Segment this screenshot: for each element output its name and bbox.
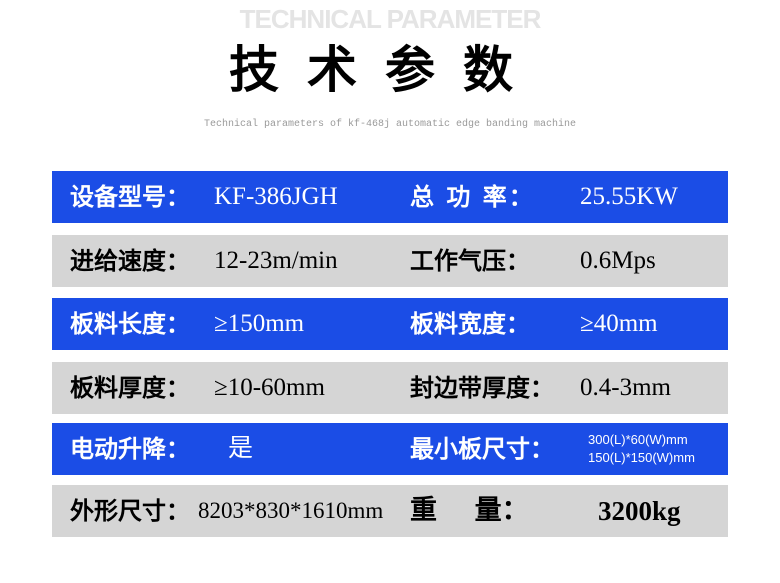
spec-value: 12-23m/min xyxy=(214,247,338,274)
spec-value: ≥10-60mm xyxy=(214,374,325,401)
spec-label: 最小板尺寸： xyxy=(410,435,554,463)
spec-row: 进给速度： 12-23m/min 工作气压： 0.6Mps xyxy=(52,235,728,287)
spec-value: ≥150mm xyxy=(214,310,305,337)
spec-row: 板料厚度： ≥10-60mm 封边带厚度： 0.4-3mm xyxy=(52,362,728,414)
spec-value: 3200kg xyxy=(598,496,681,526)
spec-value: 25.55KW xyxy=(580,183,678,210)
spec-row: 设备型号： KF-386JGH 总 功 率： 25.55KW xyxy=(52,171,728,223)
spec-value: ≥40mm xyxy=(580,310,658,337)
spec-value-multiline: 300(L)*60(W)mm 150(L)*150(W)mm xyxy=(588,431,695,483)
background-watermark-title: TECHNICAL PARAMETER xyxy=(239,4,542,34)
spec-label: 封边带厚度： xyxy=(410,374,554,402)
spec-value: 8203*830*1610mm xyxy=(198,498,384,523)
spec-label: 重 量： xyxy=(410,495,529,526)
spec-label: 电动升降： xyxy=(70,435,190,463)
spec-value: 0.6Mps xyxy=(580,247,656,274)
spec-value: 0.4-3mm xyxy=(580,374,671,401)
page-title: 技术参数 xyxy=(229,41,541,99)
spec-label: 总 功 率： xyxy=(410,183,535,211)
spec-label: 板料厚度： xyxy=(70,374,190,402)
spec-value: 是 xyxy=(228,435,254,462)
spec-row: 电动升降： 是 最小板尺寸： 300(L)*60(W)mm 150(L)*150… xyxy=(52,423,728,475)
page-subtitle: Technical parameters of kf-468j automati… xyxy=(203,119,577,130)
spec-row: 外形尺寸： 8203*830*1610mm 重 量： 3200kg xyxy=(52,485,728,537)
spec-value-line: 150(L)*150(W)mm xyxy=(588,450,695,465)
spec-label: 板料宽度： xyxy=(410,310,530,338)
spec-label: 板料长度： xyxy=(70,310,190,338)
spec-label: 进给速度： xyxy=(70,247,190,275)
spec-row: 板料长度： ≥150mm 板料宽度： ≥40mm xyxy=(52,298,728,350)
spec-label: 工作气压： xyxy=(410,247,530,275)
spec-label: 设备型号： xyxy=(70,183,190,211)
spec-value: KF-386JGH xyxy=(214,183,338,210)
spec-value-line: 300(L)*60(W)mm xyxy=(588,432,688,447)
spec-label: 外形尺寸： xyxy=(70,497,190,525)
